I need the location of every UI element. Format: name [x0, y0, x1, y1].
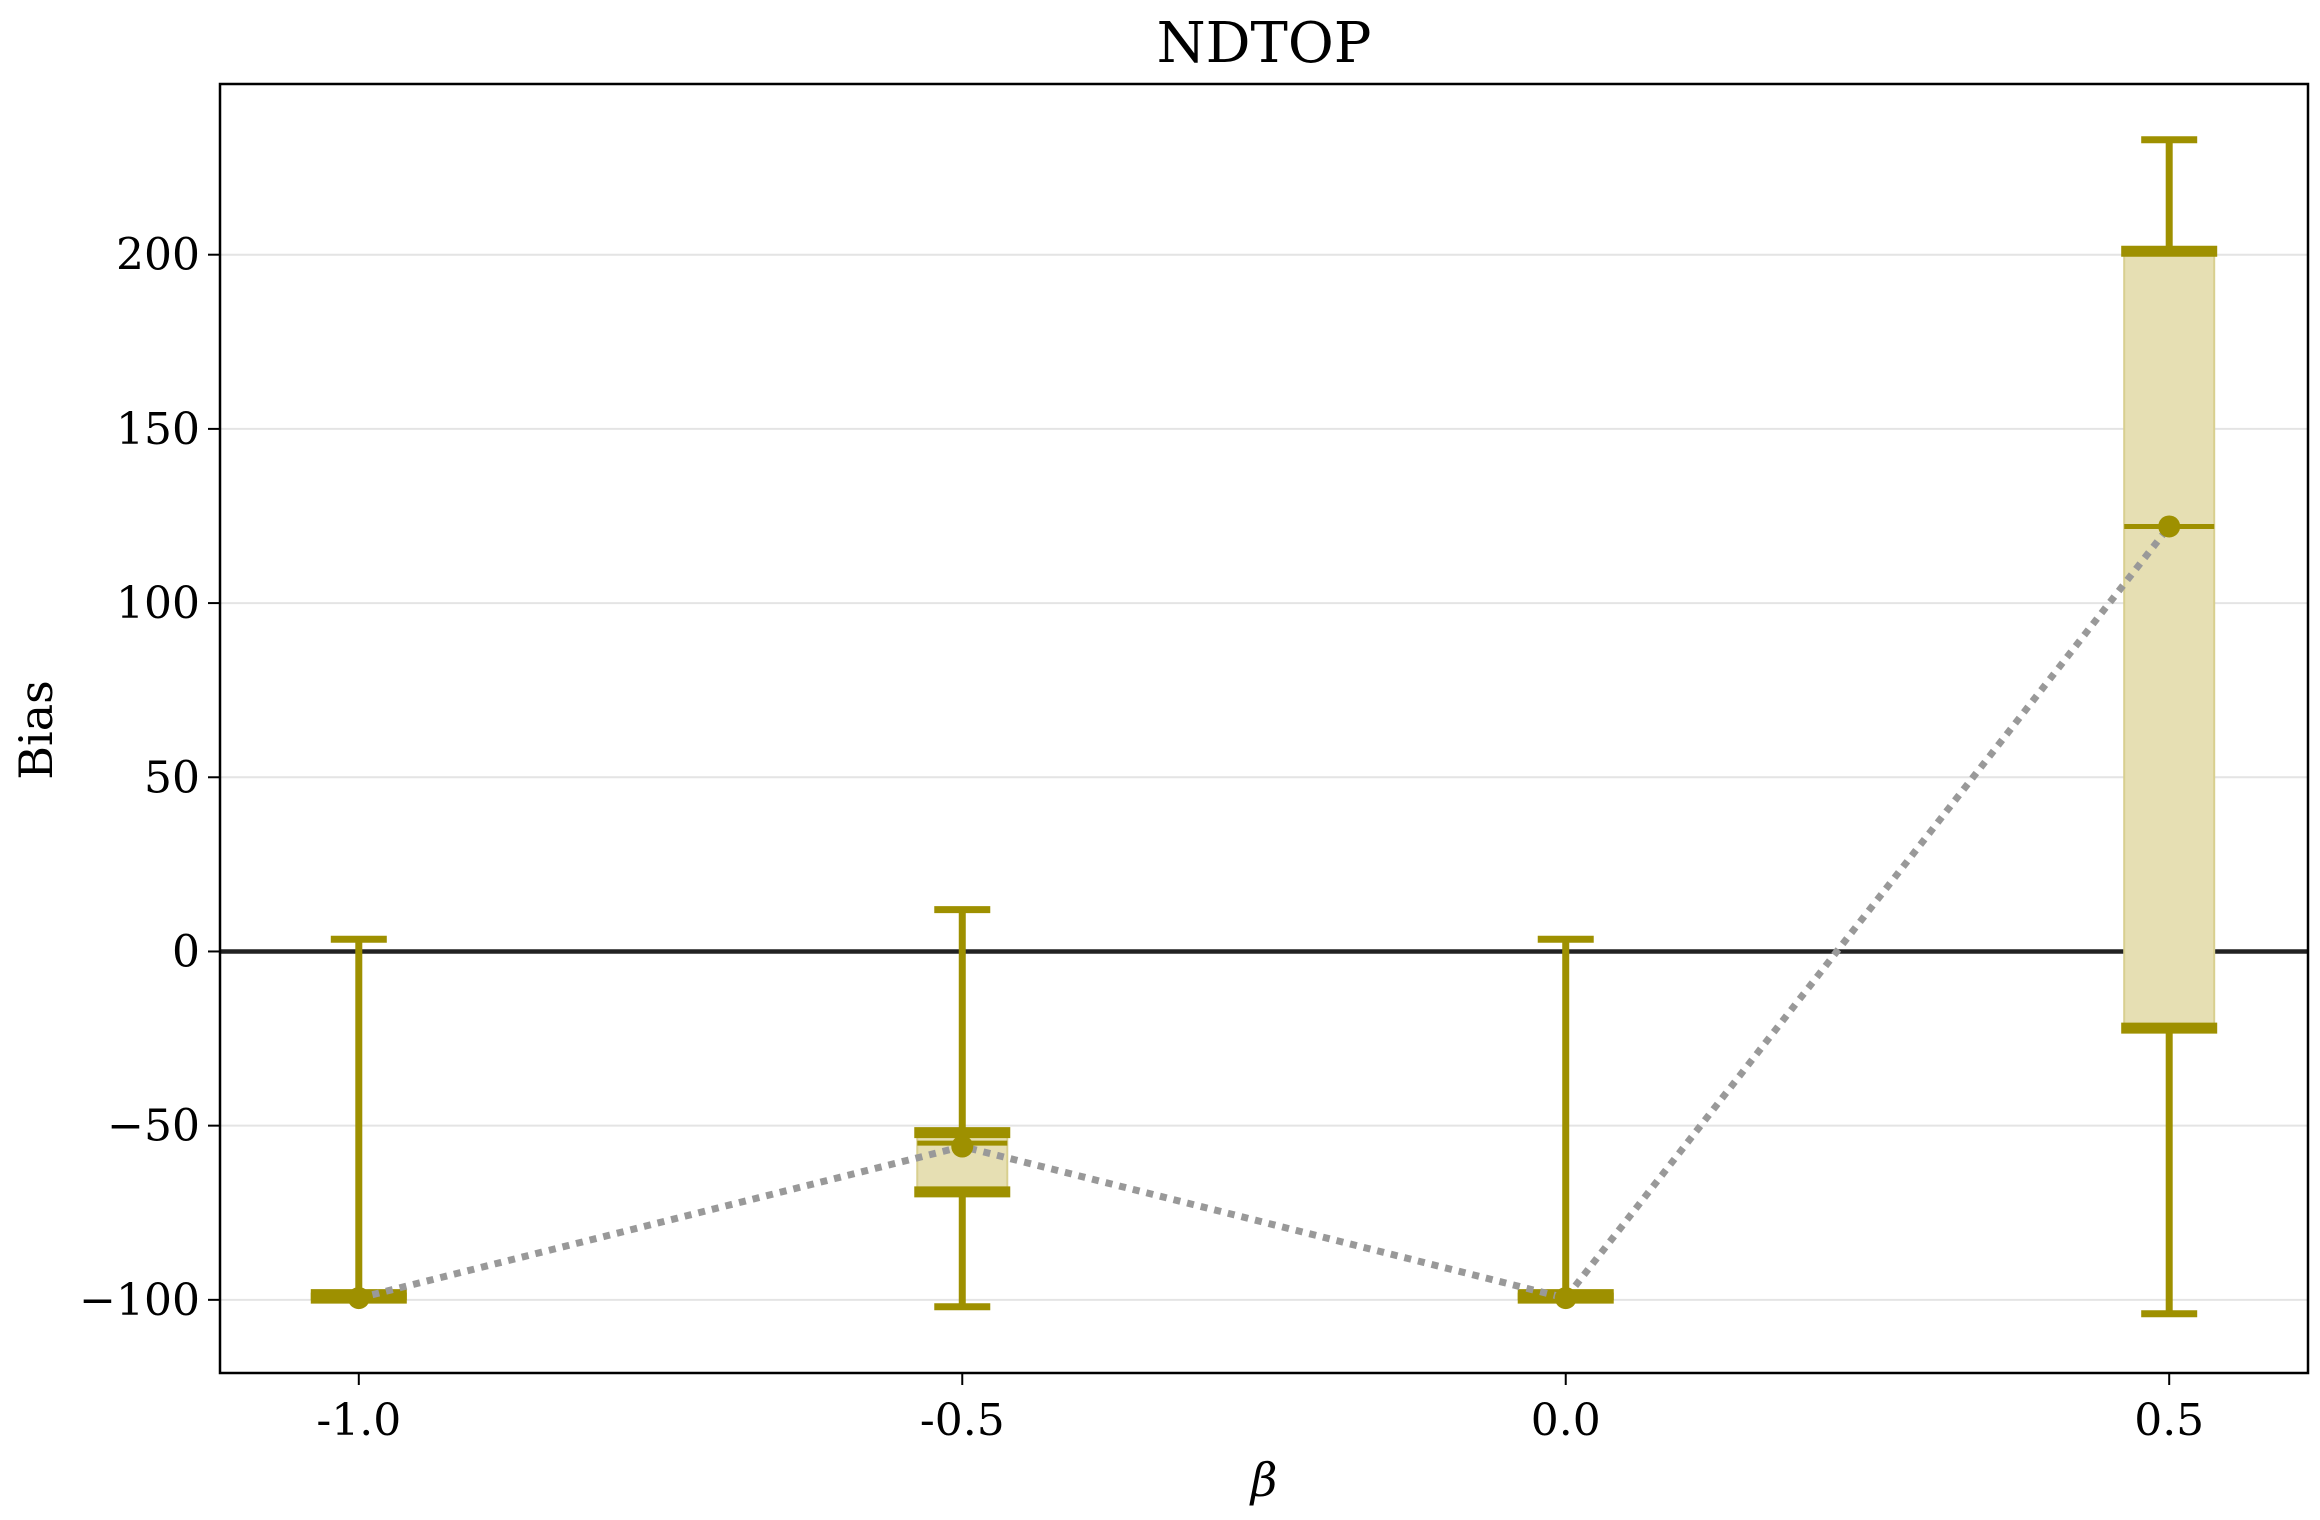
y-tick-label: 200	[116, 230, 200, 281]
mean-marker	[951, 1135, 974, 1158]
box	[2123, 250, 2216, 1030]
y-tick-label: −50	[107, 1101, 200, 1152]
y-tick-label: −100	[79, 1275, 200, 1326]
mean-connector-line	[357, 524, 2172, 1303]
axes-frame	[218, 82, 2310, 1375]
x-tick-label: 0.5	[2134, 1395, 2204, 1446]
x-tick-label: 0.0	[1531, 1395, 1601, 1446]
y-tick-label: 100	[116, 578, 200, 629]
x-axis-label: β	[1249, 1453, 1278, 1507]
mean-marker	[2158, 515, 2181, 538]
y-axis-label: Bias	[9, 680, 63, 780]
mean-marker	[347, 1287, 370, 1310]
mean-marker	[1554, 1287, 1577, 1310]
y-tick-label: 0	[172, 926, 200, 977]
x-tick-label: -0.5	[920, 1395, 1005, 1446]
y-tick-label: 50	[144, 752, 200, 803]
plot-area: −100 −50 0 50 100 150 200 -1.0 -0.5 0.0 0.5	[79, 82, 2310, 1446]
y-tick-label: 150	[116, 404, 200, 455]
x-tick-label: -1.0	[316, 1395, 401, 1446]
chart-title: NDTOP	[1157, 11, 1372, 76]
